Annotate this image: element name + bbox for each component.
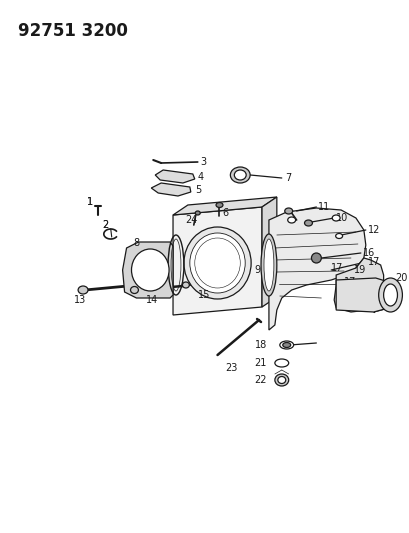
Ellipse shape: [234, 170, 245, 180]
Polygon shape: [268, 208, 365, 330]
Ellipse shape: [311, 253, 321, 263]
Ellipse shape: [230, 167, 249, 183]
Text: 17: 17: [367, 257, 379, 267]
Ellipse shape: [216, 203, 222, 207]
Text: 15: 15: [197, 290, 209, 300]
Text: 11: 11: [318, 202, 330, 212]
Text: 17: 17: [343, 277, 355, 287]
Ellipse shape: [130, 287, 138, 294]
Text: 22: 22: [254, 375, 266, 385]
Ellipse shape: [131, 249, 169, 291]
Ellipse shape: [383, 284, 396, 306]
Polygon shape: [261, 197, 276, 307]
Text: 3: 3: [200, 157, 206, 167]
Ellipse shape: [195, 211, 200, 215]
Text: 8: 8: [133, 238, 139, 248]
Text: 1: 1: [87, 197, 93, 207]
Text: 12: 12: [367, 225, 379, 235]
Ellipse shape: [274, 374, 288, 386]
Ellipse shape: [304, 220, 312, 226]
Text: 6: 6: [222, 208, 228, 218]
Text: 20: 20: [395, 273, 407, 283]
Polygon shape: [173, 207, 261, 315]
Text: 9: 9: [253, 265, 259, 275]
Ellipse shape: [378, 278, 401, 312]
Text: 2: 2: [101, 220, 108, 230]
Text: 23: 23: [225, 363, 237, 373]
Text: 4: 4: [197, 172, 203, 182]
Ellipse shape: [287, 217, 295, 223]
Text: 10: 10: [335, 213, 348, 223]
Text: 2: 2: [101, 220, 108, 230]
Text: 18: 18: [254, 340, 266, 350]
Text: 16: 16: [362, 248, 374, 258]
Ellipse shape: [279, 341, 293, 349]
Polygon shape: [122, 242, 173, 298]
Text: 14: 14: [146, 295, 158, 305]
Ellipse shape: [282, 343, 290, 348]
Text: 7: 7: [284, 173, 290, 183]
Text: 92751 3200: 92751 3200: [18, 22, 127, 40]
Text: 17: 17: [330, 263, 343, 273]
Ellipse shape: [184, 227, 251, 299]
Ellipse shape: [182, 282, 189, 288]
Ellipse shape: [78, 286, 88, 294]
Text: 13: 13: [74, 295, 86, 305]
Polygon shape: [173, 197, 276, 215]
Polygon shape: [335, 278, 388, 312]
Ellipse shape: [277, 376, 285, 384]
Polygon shape: [155, 170, 194, 183]
Ellipse shape: [274, 359, 288, 367]
Ellipse shape: [284, 208, 292, 214]
Ellipse shape: [189, 233, 245, 293]
Ellipse shape: [261, 234, 276, 296]
Ellipse shape: [335, 233, 342, 238]
Text: 21: 21: [254, 358, 266, 368]
Ellipse shape: [263, 239, 273, 291]
Text: 19: 19: [353, 265, 365, 275]
Text: 24: 24: [184, 215, 197, 225]
Ellipse shape: [331, 215, 339, 221]
Polygon shape: [151, 183, 190, 196]
Text: 5: 5: [194, 185, 200, 195]
Polygon shape: [333, 258, 383, 312]
Text: 1: 1: [87, 197, 93, 207]
